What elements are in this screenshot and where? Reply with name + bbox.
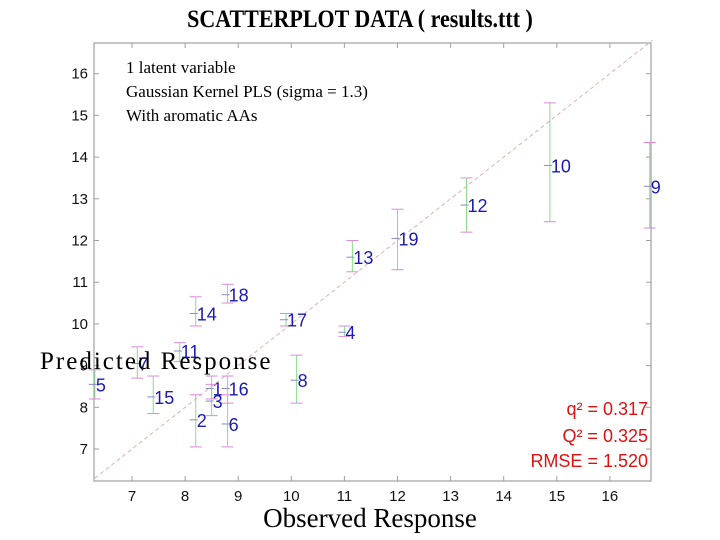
x-tick-label: 13 (442, 488, 459, 505)
point-label: 7 (138, 355, 148, 375)
point-label: 16 (229, 380, 249, 400)
y-tick-label: 7 (80, 441, 88, 458)
stat-rmse: RMSE = 1.520 (530, 451, 648, 471)
point-label: 8 (298, 371, 308, 391)
x-tick-label: 11 (337, 488, 353, 505)
x-tick-label: 12 (389, 488, 406, 505)
point-label: 4 (345, 323, 355, 343)
y-tick-label: 12 (71, 233, 88, 250)
y-tick-label: 14 (71, 149, 88, 166)
point-label: 6 (229, 415, 239, 435)
y-tick-label: 8 (80, 399, 88, 416)
x-tick-label: 8 (181, 488, 189, 505)
x-tick-label: 14 (495, 488, 512, 505)
x-tick-label: 15 (548, 488, 565, 505)
y-tick-label: 13 (71, 191, 88, 208)
x-tick-label: 10 (283, 488, 300, 505)
point-label: 5 (96, 375, 106, 395)
point-label: 13 (353, 248, 373, 268)
x-axis-label: Observed Response (263, 503, 477, 533)
point-label: 14 (197, 304, 217, 324)
plot-frame (93, 42, 652, 482)
point-label: 1 (213, 380, 223, 400)
point-label: 11 (181, 342, 200, 362)
annotation-kernel: Gaussian Kernel PLS (sigma = 1.3) (126, 82, 368, 101)
annotation-latent: 1 latent variable (126, 58, 236, 77)
point-label: 3 (213, 392, 223, 412)
point-label: 10 (551, 156, 571, 176)
stat-q2-small: q² = 0.317 (566, 399, 648, 419)
identity-line (94, 39, 653, 479)
point-label: 12 (468, 196, 488, 216)
y-tick-label: 9 (80, 358, 88, 375)
point-label: 17 (287, 311, 307, 331)
point-label: 9 (651, 177, 661, 197)
point-label: 15 (154, 388, 174, 408)
x-tick-label: 9 (234, 488, 242, 505)
point-label: 2 (197, 411, 207, 431)
point-label: 18 (229, 286, 249, 306)
y-tick-label: 11 (72, 274, 88, 291)
y-tick-label: 15 (71, 107, 88, 124)
point-label: 19 (399, 229, 419, 249)
x-tick-label: 16 (602, 488, 619, 505)
y-tick-label: 16 (71, 66, 88, 83)
annotation-aromatic: With aromatic AAs (126, 106, 258, 125)
y-tick-label: 10 (71, 316, 88, 333)
x-tick-label: 7 (128, 488, 136, 505)
y-axis-label: Predicted Response (40, 348, 273, 375)
stat-Q2: Q² = 0.325 (562, 426, 648, 446)
chart-title: SCATTERPLOT DATA ( results.ttt ) (187, 6, 533, 33)
